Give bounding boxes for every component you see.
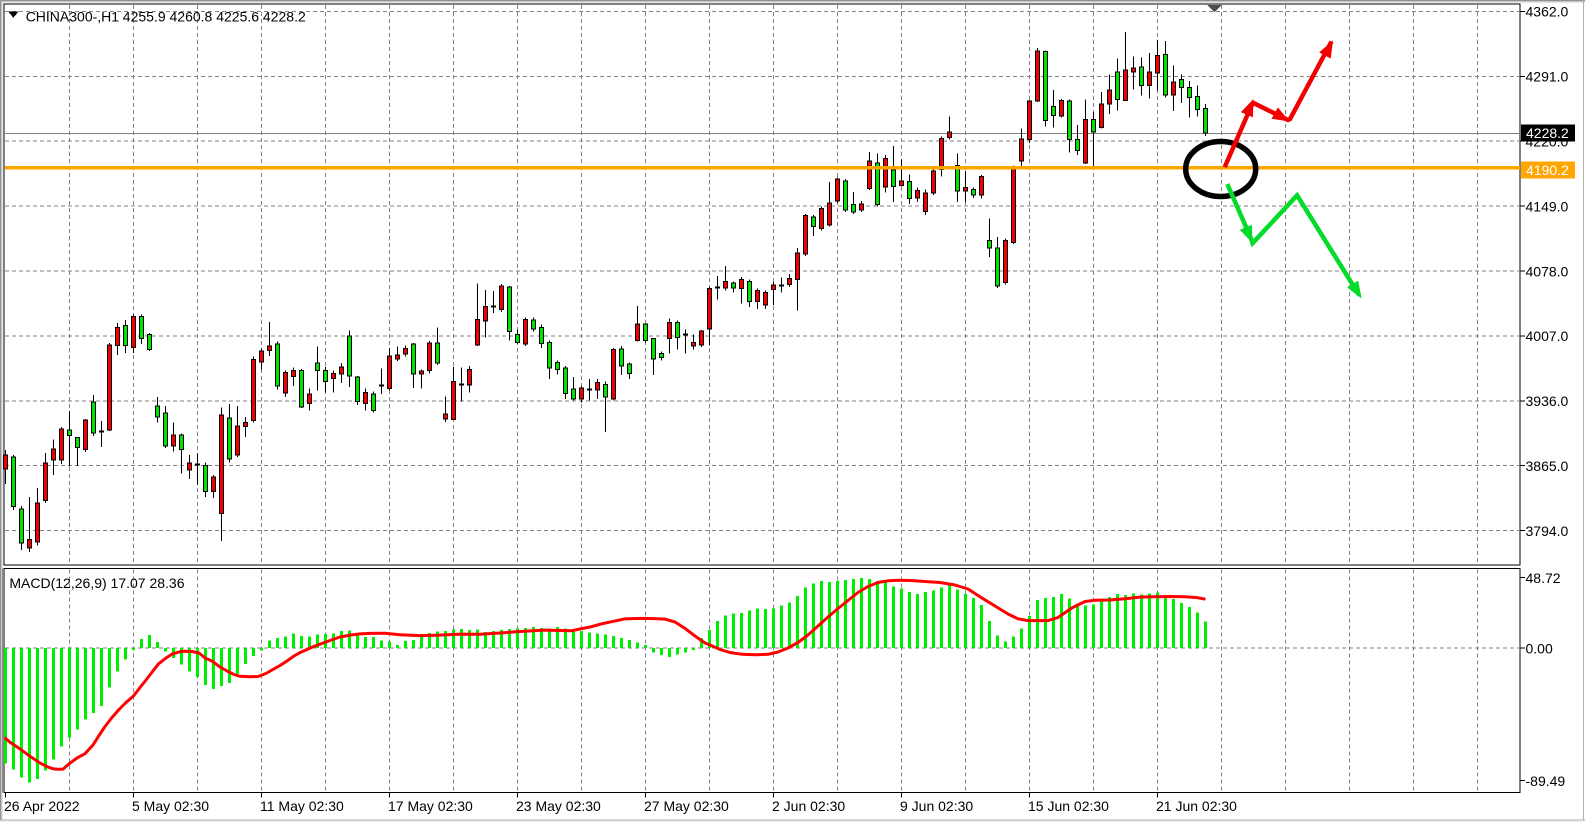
svg-text:4190.2: 4190.2 — [1526, 162, 1569, 178]
svg-text:27 May 02:30: 27 May 02:30 — [644, 798, 729, 814]
svg-text:4078.0: 4078.0 — [1526, 263, 1569, 279]
svg-text:CHINA300-,H1: CHINA300-,H1 — [26, 8, 120, 24]
svg-text:23 May 02:30: 23 May 02:30 — [516, 798, 601, 814]
svg-text:4362.0: 4362.0 — [1526, 4, 1569, 20]
svg-text:15 Jun 02:30: 15 Jun 02:30 — [1028, 798, 1109, 814]
svg-text:48.72: 48.72 — [1526, 570, 1561, 586]
svg-text:21 Jun 02:30: 21 Jun 02:30 — [1156, 798, 1237, 814]
svg-text:4291.0: 4291.0 — [1526, 69, 1569, 85]
svg-text:4255.9 4260.8 4225.6 4228.2: 4255.9 4260.8 4225.6 4228.2 — [123, 8, 306, 24]
svg-text:9 Jun 02:30: 9 Jun 02:30 — [900, 798, 973, 814]
svg-text:4228.2: 4228.2 — [1526, 125, 1569, 141]
svg-text:MACD(12,26,9) 17.07 28.36: MACD(12,26,9) 17.07 28.36 — [9, 575, 184, 591]
svg-text:-89.49: -89.49 — [1526, 773, 1566, 789]
svg-text:4007.0: 4007.0 — [1526, 328, 1569, 344]
svg-text:5 May 02:30: 5 May 02:30 — [132, 798, 209, 814]
svg-text:2 Jun 02:30: 2 Jun 02:30 — [772, 798, 845, 814]
svg-text:3794.0: 3794.0 — [1526, 523, 1569, 539]
svg-text:26 Apr 2022: 26 Apr 2022 — [4, 798, 80, 814]
svg-text:0.00: 0.00 — [1526, 640, 1553, 656]
svg-text:3936.0: 3936.0 — [1526, 393, 1569, 409]
svg-text:4149.0: 4149.0 — [1526, 198, 1569, 214]
svg-text:11 May 02:30: 11 May 02:30 — [260, 798, 344, 814]
svg-text:17 May 02:30: 17 May 02:30 — [388, 798, 473, 814]
svg-text:3865.0: 3865.0 — [1526, 458, 1569, 474]
